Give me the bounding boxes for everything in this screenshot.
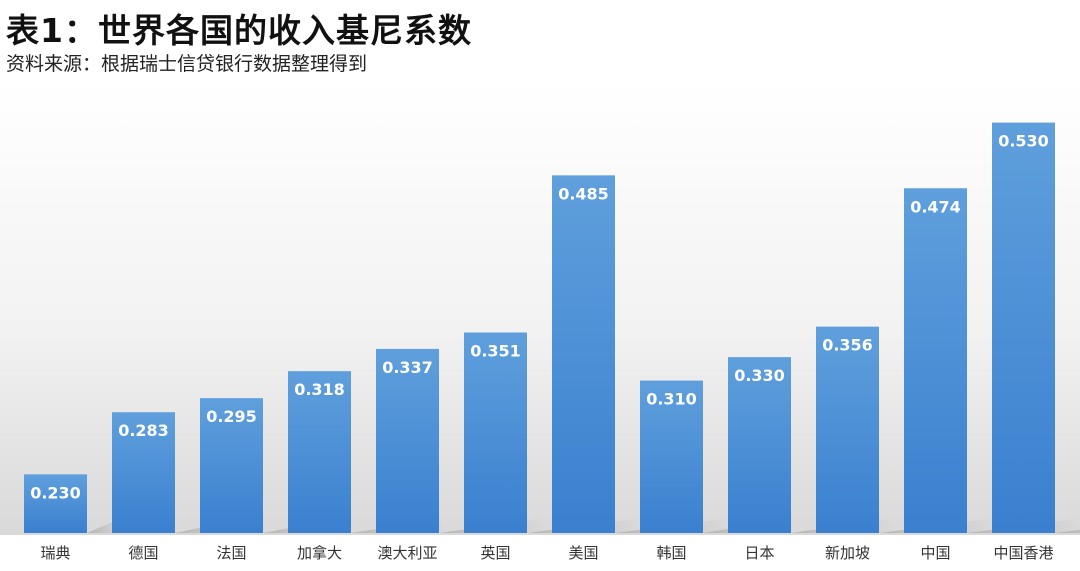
x-tick-label: 中国香港 bbox=[993, 544, 1053, 562]
x-tick-label: 韩国 bbox=[656, 544, 686, 562]
bar-瑞典 bbox=[24, 474, 87, 533]
bar-加拿大 bbox=[288, 371, 351, 533]
bar-法国 bbox=[200, 398, 263, 533]
bar-澳大利亚 bbox=[376, 348, 439, 533]
data-label: 0.310 bbox=[646, 390, 697, 409]
bar-中国香港 bbox=[992, 122, 1055, 533]
data-labels: 0.230 0.283 0.295 0.318 0.337 0.351 0.485 0.310… bbox=[30, 132, 1049, 503]
data-label: 0.530 bbox=[998, 132, 1049, 151]
x-tick-label: 加拿大 bbox=[297, 544, 342, 562]
data-label: 0.330 bbox=[734, 366, 785, 385]
x-tick-label: 美国 bbox=[568, 544, 598, 562]
chart-subtitle: 资料来源：根据瑞士信贷银行数据整理得到 bbox=[6, 53, 368, 75]
x-tick-label: 英国 bbox=[480, 544, 510, 562]
data-label: 0.283 bbox=[118, 421, 169, 440]
x-tick-label: 新加坡 bbox=[825, 544, 870, 562]
bar-韩国 bbox=[640, 380, 703, 533]
x-tick-labels: 瑞典 德国 法国 加拿大 澳大利亚 英国 美国 韩国 日本 新加坡 中国 中国香港 bbox=[40, 544, 1053, 562]
bar-美国 bbox=[552, 175, 615, 533]
x-tick-label: 瑞典 bbox=[40, 544, 70, 562]
data-label: 0.351 bbox=[470, 341, 521, 360]
x-tick-label: 法国 bbox=[216, 544, 246, 562]
bar-中国 bbox=[904, 188, 967, 533]
x-tick-label: 澳大利亚 bbox=[377, 544, 437, 562]
bar-德国 bbox=[112, 412, 175, 533]
data-label: 0.474 bbox=[910, 197, 961, 216]
data-label: 0.356 bbox=[822, 336, 873, 355]
x-tick-label: 德国 bbox=[128, 544, 158, 562]
data-label: 0.337 bbox=[382, 358, 433, 377]
data-label: 0.318 bbox=[294, 380, 345, 399]
bar-chart: 0.230 0.283 0.295 0.318 0.337 0.351 0.485 0.310… bbox=[0, 80, 1080, 562]
plot-background bbox=[0, 80, 1080, 535]
chart-title: 表1：世界各国的收入基尼系数 bbox=[6, 11, 472, 50]
data-label: 0.485 bbox=[558, 184, 609, 203]
bar-新加坡 bbox=[816, 326, 879, 533]
bars bbox=[24, 122, 1055, 533]
data-label: 0.230 bbox=[30, 483, 81, 502]
data-label: 0.295 bbox=[206, 407, 257, 426]
bar-日本 bbox=[728, 357, 791, 533]
bar-英国 bbox=[464, 332, 527, 533]
x-tick-label: 中国 bbox=[920, 544, 950, 562]
x-tick-label: 日本 bbox=[744, 544, 774, 562]
